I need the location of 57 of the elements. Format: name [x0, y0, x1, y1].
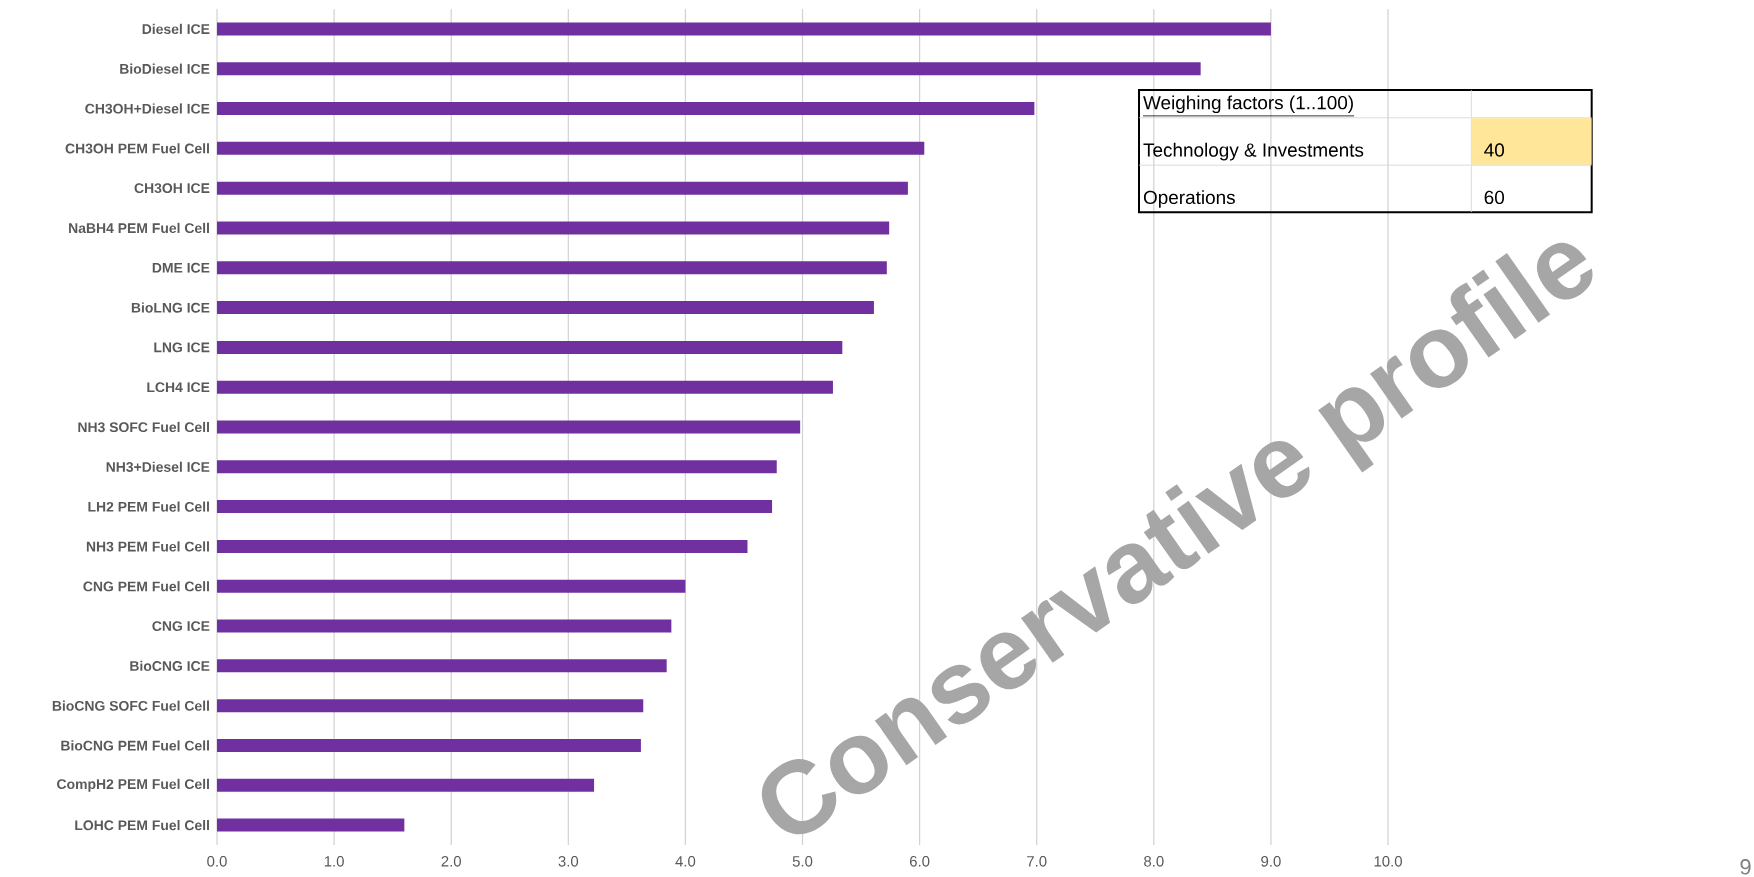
- bar: [217, 738, 641, 752]
- bar: [217, 380, 833, 394]
- y-tick-label: LOHC PEM Fuel Cell: [75, 819, 209, 831]
- x-tick-label: 3.0: [558, 856, 579, 867]
- x-tick-label: 9.0: [1261, 856, 1281, 867]
- y-tick-label: CH3OH PEM Fuel Cell: [65, 143, 209, 154]
- x-tick-label: 10.0: [1374, 856, 1402, 867]
- text: 9: [1740, 859, 1751, 875]
- bar: [217, 619, 672, 633]
- y-tick-label: BioDiesel ICE: [120, 63, 210, 74]
- bar: [217, 420, 801, 434]
- y-tick-label: BioLNG ICE: [131, 302, 210, 313]
- annotation: Weighing factors (1..100): [1143, 95, 1353, 114]
- y-tick-label: CompH2 PEM Fuel Cell: [57, 778, 209, 792]
- bar: [217, 261, 887, 275]
- text: 60: [1484, 190, 1505, 205]
- text: 40: [1484, 143, 1505, 157]
- y-tick-label: NH3+Diesel ICE: [106, 461, 210, 472]
- y-tick-label: BioCNG SOFC Fuel Cell: [52, 700, 209, 711]
- bar: [217, 62, 1201, 76]
- bar: [217, 579, 686, 593]
- y-tick-label: CNG ICE: [152, 621, 210, 631]
- y-tick-label: CH3OH ICE: [134, 183, 210, 194]
- y-tick-label: CH3OH+Diesel ICE: [85, 103, 210, 114]
- bar: [217, 141, 925, 155]
- bar: [217, 181, 908, 195]
- x-tick-label: 8.0: [1144, 856, 1164, 867]
- y-tick-label: LCH4 ICE: [147, 382, 210, 393]
- x-tick-label: 2.0: [441, 856, 461, 867]
- bar: [217, 102, 1035, 116]
- bar: [217, 778, 595, 792]
- x-tick-label: 5.0: [792, 856, 813, 867]
- annotation: Operations: [1143, 190, 1235, 208]
- y-tick-label: NH3 SOFC Fuel Cell: [78, 421, 209, 433]
- y-tick-label: NH3 PEM Fuel Cell: [86, 541, 209, 552]
- y-tick-label: DME ICE: [152, 262, 210, 273]
- x-tick-label: 4.0: [675, 856, 696, 867]
- bar: [217, 539, 748, 553]
- y-tick-label: BioCNG ICE: [130, 660, 210, 671]
- bar: [217, 818, 405, 832]
- y-tick-label: LH2 PEM Fuel Cell: [88, 501, 209, 512]
- y-tick-label: NaBH4 PEM Fuel Cell: [69, 222, 209, 234]
- x-tick-label: 7.0: [1027, 856, 1047, 867]
- bar: [217, 659, 667, 673]
- annotation: Technology & Investments: [1143, 142, 1364, 161]
- y-tick-label: BioCNG PEM Fuel Cell: [61, 740, 209, 751]
- y-tick-label: CNG PEM Fuel Cell: [83, 581, 209, 592]
- x-tick-label: 6.0: [909, 856, 930, 867]
- bar: [217, 340, 843, 354]
- x-tick-label: 0.0: [207, 856, 227, 867]
- y-tick-label: LNG ICE: [154, 342, 210, 353]
- y-tick-label: Diesel ICE: [142, 23, 210, 35]
- bar: [217, 301, 874, 315]
- bar: [217, 699, 644, 713]
- bar: [217, 22, 1271, 36]
- bar: [217, 221, 890, 235]
- x-tick-label: 1.0: [324, 856, 344, 867]
